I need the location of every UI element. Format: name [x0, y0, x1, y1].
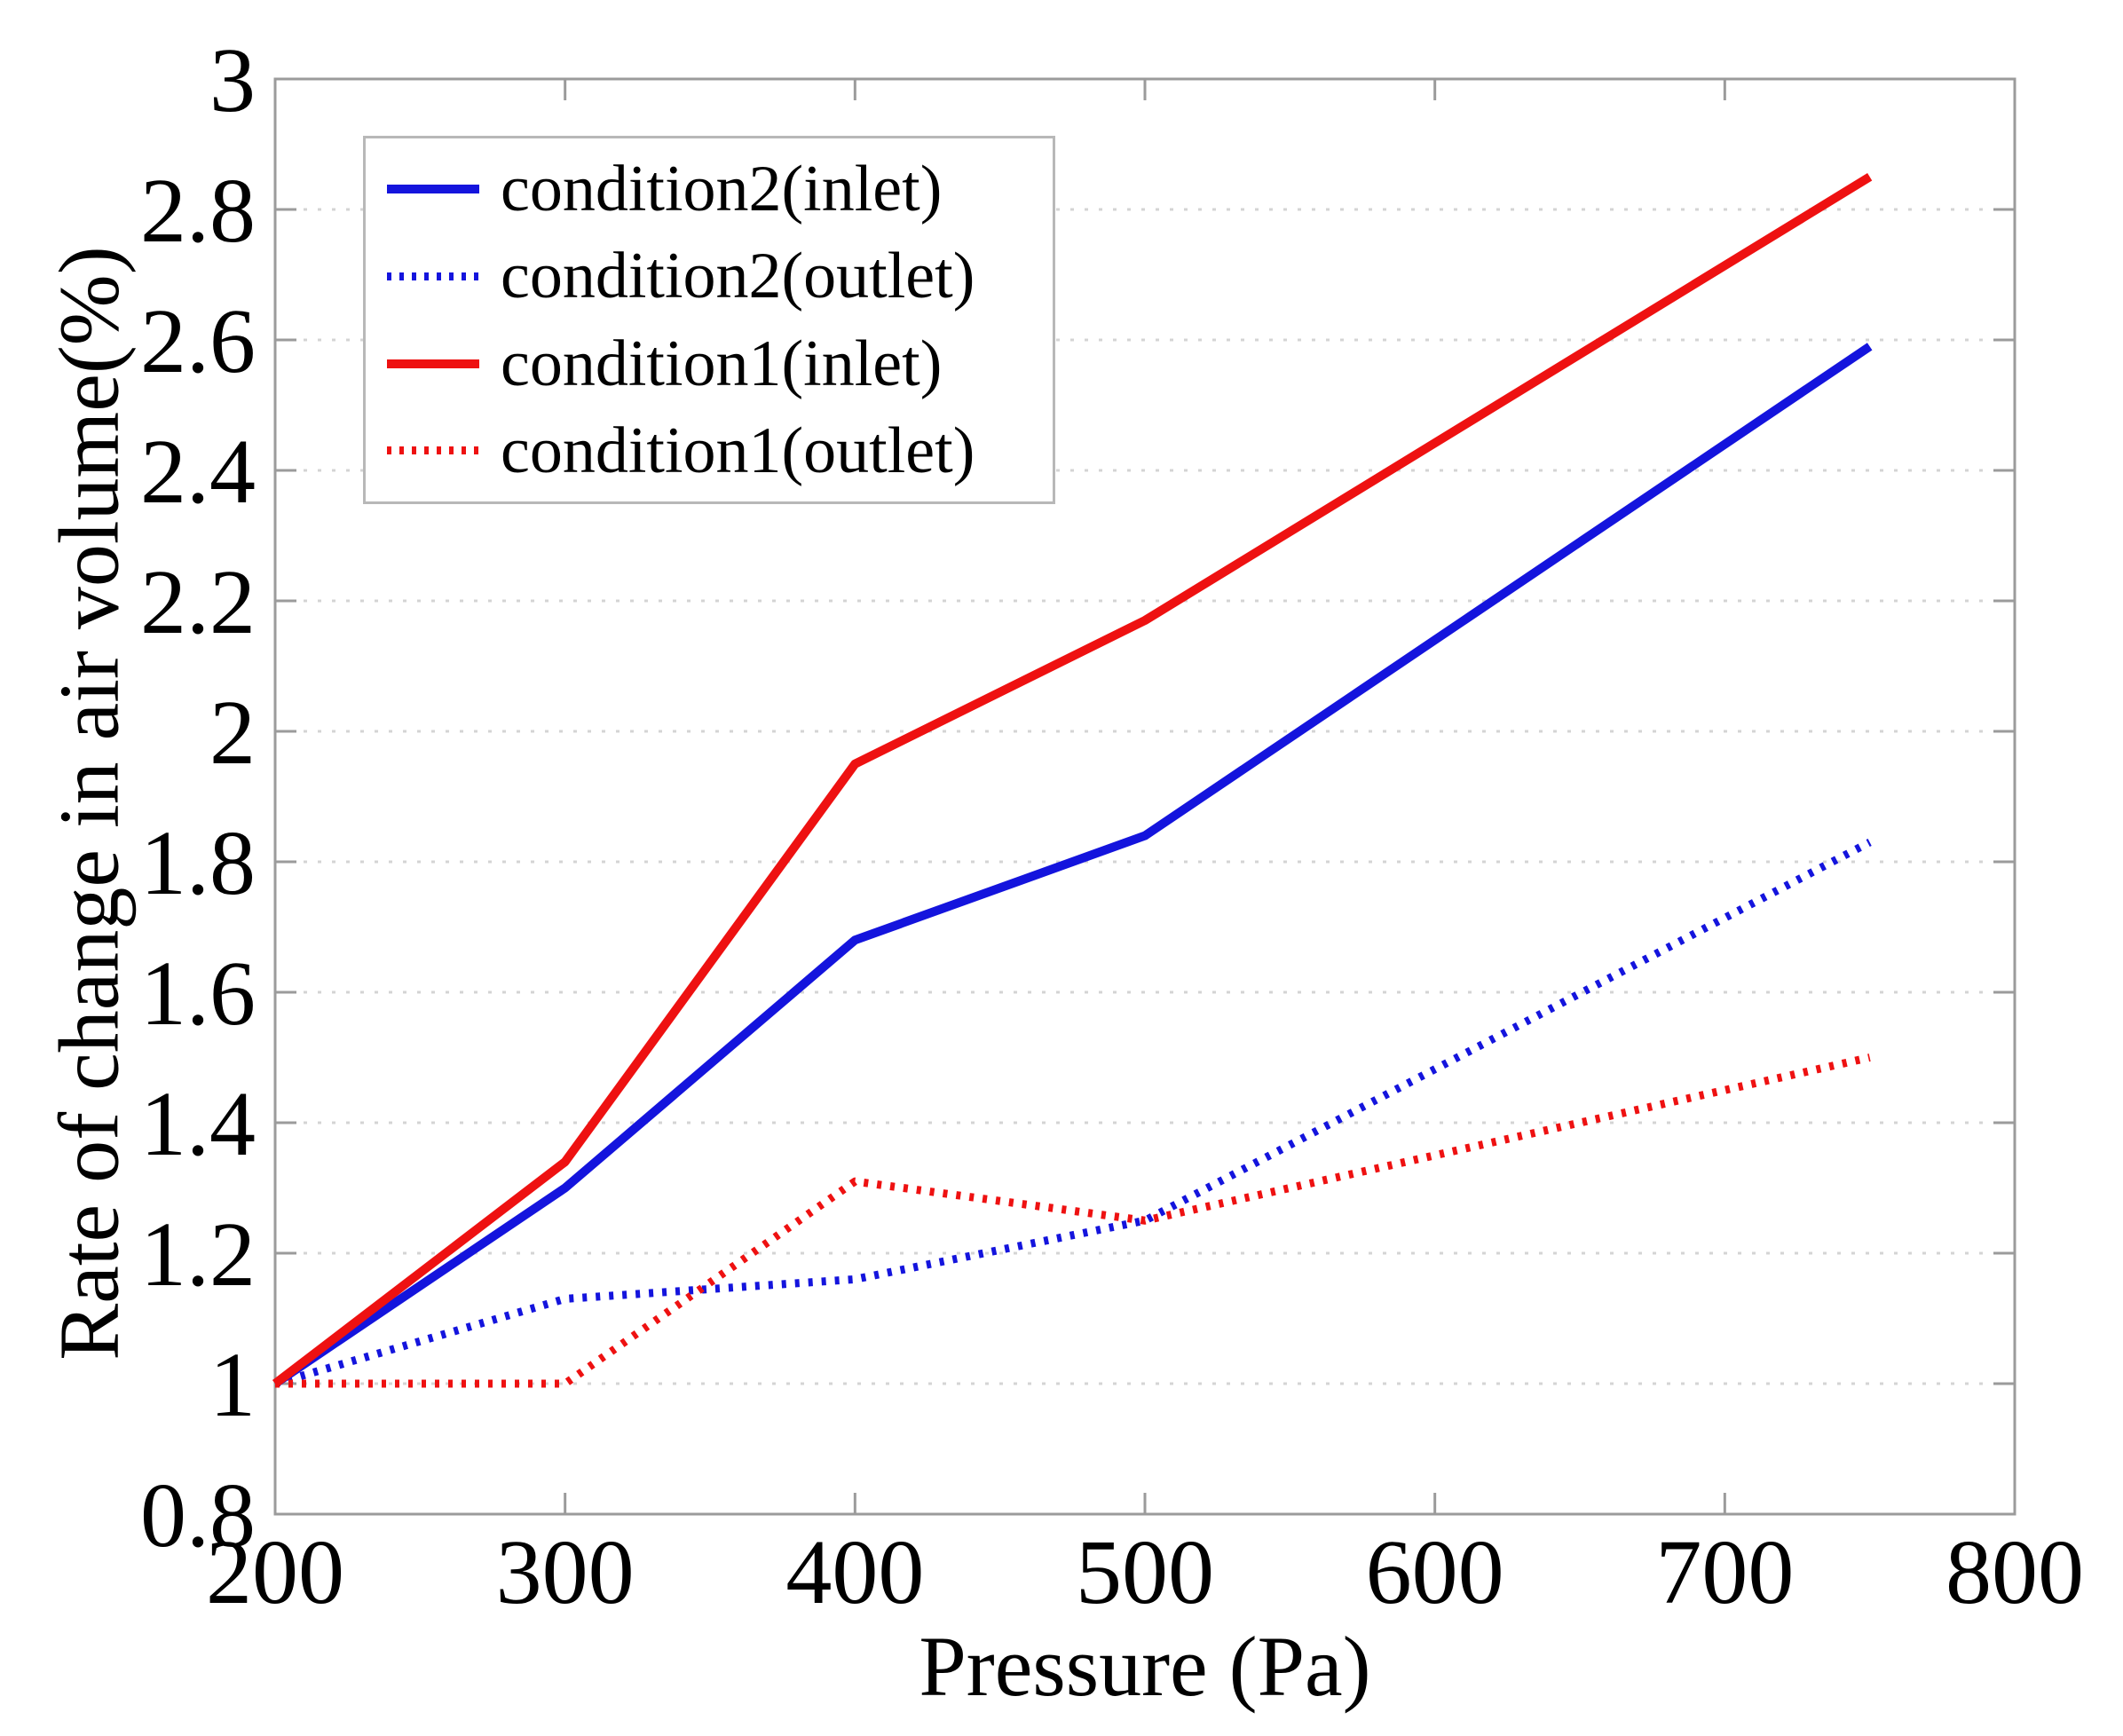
y-tick-label: 0.8: [140, 1464, 256, 1566]
y-tick-label: 2: [209, 682, 256, 784]
legend-item: condition2(outlet): [366, 243, 1053, 309]
series-line-condition2-outlet-: [273, 838, 1872, 1388]
y-tick-label: 1.6: [140, 943, 256, 1045]
x-axis-label: Pressure (Pa): [919, 1619, 1371, 1714]
x-tick-label: 300: [496, 1521, 635, 1623]
x-tick-label: 800: [1945, 1521, 2084, 1623]
legend-label: condition1(outlet): [501, 414, 975, 487]
legend-label: condition1(inlet): [501, 327, 943, 400]
legend-item: condition1(inlet): [366, 331, 1053, 397]
x-tick-label: 600: [1366, 1521, 1504, 1623]
y-axis-label: Rate of change in air volume(%): [41, 246, 137, 1361]
y-tick-label: 1.8: [140, 812, 256, 914]
y-tick-label: 1.4: [140, 1073, 256, 1175]
series-line-condition1-outlet-: [275, 1053, 1871, 1388]
y-tick-label: 2.4: [140, 421, 256, 523]
legend-solid-line-icon: [387, 185, 479, 194]
y-tick-label: 1.2: [140, 1203, 256, 1306]
y-tick-label: 2.6: [140, 290, 256, 392]
series-line-condition2-inlet-: [272, 343, 1873, 1388]
y-tick-label: 3: [209, 29, 256, 131]
x-tick-label: 200: [206, 1521, 344, 1623]
legend-label: condition2(outlet): [501, 240, 975, 313]
legend: condition2(inlet) condition2(outlet) condi…: [363, 136, 1055, 504]
y-tick-label: 2.8: [140, 160, 256, 262]
legend-item: condition1(outlet): [366, 418, 1053, 484]
y-tick-label: 2.2: [140, 551, 256, 653]
legend-dotted-line-icon: [387, 446, 479, 455]
x-tick-label: 700: [1655, 1521, 1794, 1623]
legend-label: condition2(inlet): [501, 153, 943, 226]
legend-item: condition2(inlet): [366, 156, 1053, 222]
x-tick-label: 500: [1076, 1521, 1214, 1623]
series-line-condition1-inlet-: [272, 172, 1873, 1387]
legend-dotted-line-icon: [387, 272, 479, 280]
x-tick-label: 400: [785, 1521, 924, 1623]
y-tick-label: 1: [209, 1334, 256, 1436]
legend-solid-line-icon: [387, 359, 479, 368]
